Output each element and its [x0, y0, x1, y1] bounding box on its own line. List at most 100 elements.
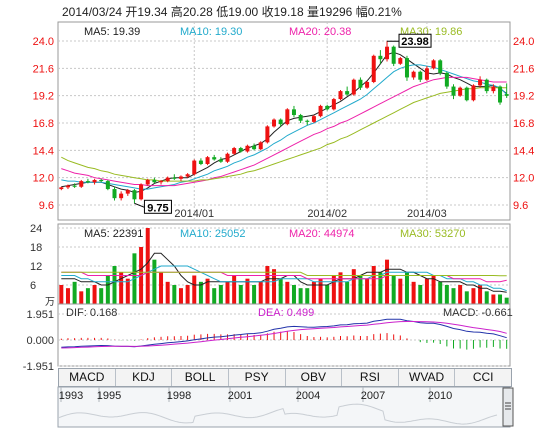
tab-wvad[interactable]: WVAD: [399, 369, 456, 386]
candle: [165, 176, 170, 183]
candle: [371, 54, 376, 84]
candle: [331, 97, 336, 111]
candle: [411, 70, 416, 80]
volume-bar: [152, 259, 157, 304]
candle: [325, 104, 330, 111]
candle-body: [464, 87, 469, 101]
candle-body: [345, 91, 350, 95]
tab-psy[interactable]: PSY: [229, 369, 286, 386]
tab-obv[interactable]: OBV: [286, 369, 343, 386]
volume-bar: [278, 278, 283, 304]
volume-bar: [484, 291, 489, 304]
candle-body: [291, 109, 296, 116]
price-x-tick: 2014/01: [174, 208, 214, 220]
volume-bar: [112, 266, 117, 304]
candle: [418, 70, 423, 82]
volume-bar: [119, 272, 124, 304]
volume-tick: 24: [30, 223, 42, 235]
volume-bar: [145, 228, 150, 304]
candle-body: [411, 71, 416, 78]
price-tick-left: 21.6: [33, 63, 54, 75]
price-tick-right: 16.8: [513, 118, 534, 130]
volume-bar: [192, 275, 197, 304]
volume-panel: 24 18 12 6万 MA5: 22391 MA10: 25052 MA20: 44974…: [30, 223, 511, 308]
volume-bar: [298, 288, 303, 304]
volume-bar: [92, 285, 97, 304]
volume-unit: 万: [45, 297, 55, 308]
volume-bar: [238, 285, 243, 304]
candle-body: [232, 148, 237, 154]
candle-body: [358, 79, 363, 88]
candle-body: [92, 179, 97, 183]
price-frame: [57, 21, 511, 221]
candle-body: [325, 105, 330, 110]
tab-kdj[interactable]: KDJ: [116, 369, 173, 386]
candle: [245, 144, 250, 153]
candle-body: [132, 190, 137, 200]
candle: [398, 56, 403, 65]
tab-macd[interactable]: MACD: [59, 369, 116, 386]
volume-bar: [418, 285, 423, 304]
volume-bar: [411, 281, 416, 304]
candle-body: [318, 105, 323, 117]
volume-ma-legend-ma20: MA20: 44974: [289, 228, 354, 240]
volume-bar: [371, 266, 376, 304]
price-tick-right: 19.2: [513, 91, 534, 103]
price-tick-right: 21.6: [513, 63, 534, 75]
volume-bar: [351, 269, 356, 304]
candle-body: [112, 189, 117, 199]
volume-ma-legend-ma5: MA5: 22391: [84, 228, 143, 240]
candle: [504, 83, 509, 98]
macd-legend-macd: MACD: -0.661: [443, 307, 513, 319]
candle: [79, 179, 84, 188]
tab-cci[interactable]: CCI: [472, 370, 494, 384]
volume-bar: [198, 281, 203, 304]
candle: [185, 173, 190, 178]
volume-bar: [258, 281, 263, 304]
candle: [278, 118, 283, 127]
tab-rsi[interactable]: RSI: [342, 369, 399, 386]
candle: [258, 141, 263, 151]
volume-bar: [498, 294, 503, 304]
candle-body: [225, 153, 230, 162]
candle-body: [478, 79, 483, 86]
candle: [152, 177, 157, 184]
candle-body: [198, 160, 203, 164]
candle-body: [285, 109, 290, 125]
candle-body: [391, 46, 396, 64]
candle-body: [398, 58, 403, 64]
candle-body: [59, 187, 64, 190]
candle: [484, 78, 489, 94]
volume-bar: [72, 281, 77, 304]
close-value: 19.18: [273, 5, 304, 19]
volume-bar: [358, 275, 363, 304]
candle-body: [371, 55, 376, 82]
volume-bar: [99, 288, 104, 304]
timeline-year-label: 2007: [361, 390, 385, 402]
indicator-tabs: MACD KDJ BOLL PSY OBV RSI WVAD CCI: [58, 368, 512, 387]
volume-bar: [431, 275, 436, 304]
candle: [345, 86, 350, 96]
price-tick-left: 12.0: [33, 173, 54, 185]
low-value: 19.00: [228, 5, 259, 19]
candle: [172, 174, 177, 180]
volume-ma-line-ma10: [61, 265, 507, 292]
candle-body: [72, 185, 77, 187]
quote-date: 2014/03/24: [62, 5, 123, 19]
volume-ma-line-ma30: [61, 271, 507, 277]
price-panel: 24.0 24.0 21.6 21.6 19.2 19.2 16.8 16.8 14.4 14.4…: [33, 21, 534, 221]
candle-body: [245, 145, 250, 152]
volume-bar: [245, 278, 250, 304]
price-tick-right: 12.0: [513, 173, 534, 185]
price-ma-legend-ma10: MA10: 19.30: [180, 26, 242, 38]
tab-boll[interactable]: BOLL: [172, 369, 229, 386]
candle: [99, 178, 104, 183]
volume-bar: [378, 272, 383, 304]
volume-bar: [79, 291, 84, 304]
price-tick-left: 14.4: [33, 145, 54, 157]
candle-body: [139, 184, 144, 200]
volume-bar: [318, 278, 323, 304]
volume-bar: [165, 281, 170, 304]
candle: [85, 178, 90, 184]
candle: [305, 119, 310, 126]
